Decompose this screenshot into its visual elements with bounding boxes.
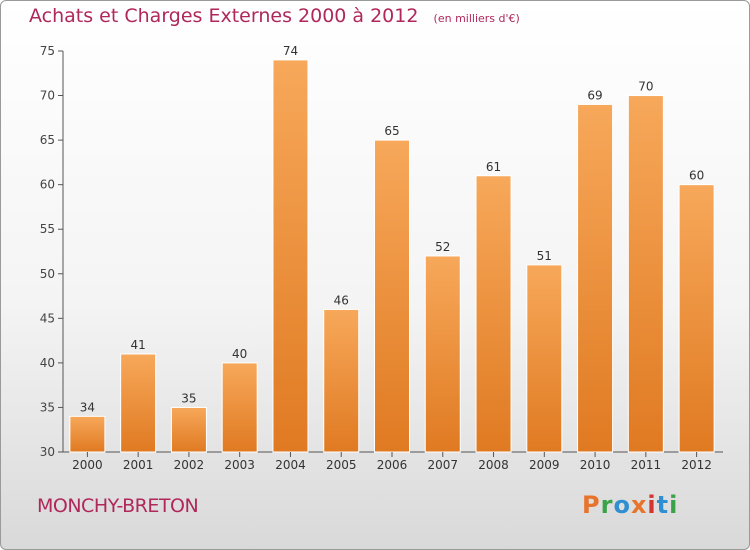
bar [323, 308, 360, 453]
bar [374, 139, 410, 453]
bar-value-label: 74 [283, 44, 298, 58]
bar-value-label: 34 [80, 400, 95, 414]
x-tick-label: 2011 [631, 458, 662, 472]
bar-value-label: 35 [181, 391, 196, 405]
logo-letter: P [582, 491, 601, 519]
x-tick-label: 2006 [377, 458, 408, 472]
bar [577, 103, 614, 453]
logo-letter: x [630, 491, 648, 519]
logo-letter: t [656, 491, 670, 519]
bar-value-label: 52 [435, 240, 450, 254]
bar [526, 264, 563, 453]
bar [475, 175, 512, 453]
x-tick-label: 2012 [681, 458, 712, 472]
logo-letter: i [647, 491, 657, 519]
x-tick-label: 2000 [72, 458, 103, 472]
chart-title-row: Achats et Charges Externes 2000 à 2012 (… [29, 5, 520, 27]
place-name: MONCHY-BRETON [37, 495, 199, 517]
bar-value-label: 70 [638, 80, 653, 94]
bar [678, 184, 715, 453]
y-tick-label: 50 [40, 267, 55, 281]
y-tick-label: 65 [40, 133, 55, 147]
logo-letter: i [669, 491, 679, 519]
y-tick-label: 45 [40, 311, 55, 325]
x-tick-label: 2004 [275, 458, 306, 472]
bar [120, 353, 157, 453]
logo-letter: o [613, 491, 631, 519]
chart-unit-label: (en milliers d'€) [433, 12, 520, 25]
bar [170, 406, 207, 453]
bar-value-label: 61 [486, 160, 501, 174]
bar-value-label: 65 [384, 124, 399, 138]
proxiti-logo: Proxiti [582, 491, 678, 519]
y-tick-label: 40 [40, 356, 55, 370]
x-tick-label: 2001 [123, 458, 154, 472]
bar-value-label: 41 [131, 338, 146, 352]
bar [627, 95, 664, 453]
x-tick-label: 2008 [478, 458, 509, 472]
x-tick-label: 2007 [427, 458, 458, 472]
x-tick-label: 2005 [326, 458, 357, 472]
y-tick-label: 30 [40, 445, 55, 459]
x-tick-label: 2003 [224, 458, 255, 472]
bar [272, 59, 309, 453]
y-tick-label: 70 [40, 89, 55, 103]
y-tick-label: 55 [40, 222, 55, 236]
y-tick-label: 35 [40, 400, 55, 414]
bar [424, 255, 461, 453]
bar-value-label: 51 [537, 249, 552, 263]
bar-value-label: 69 [587, 88, 602, 102]
logo-letter: r [600, 491, 614, 519]
y-tick-label: 60 [40, 178, 55, 192]
x-tick-label: 2002 [174, 458, 205, 472]
bar [221, 362, 258, 453]
x-tick-label: 2009 [529, 458, 560, 472]
chart-title: Achats et Charges Externes 2000 à 2012 [29, 5, 419, 27]
x-tick-label: 2010 [580, 458, 611, 472]
y-tick-label: 75 [40, 44, 55, 58]
bar [69, 415, 106, 453]
bar-value-label: 46 [334, 293, 349, 307]
bar-value-label: 60 [689, 169, 704, 183]
bar-value-label: 40 [232, 347, 247, 361]
